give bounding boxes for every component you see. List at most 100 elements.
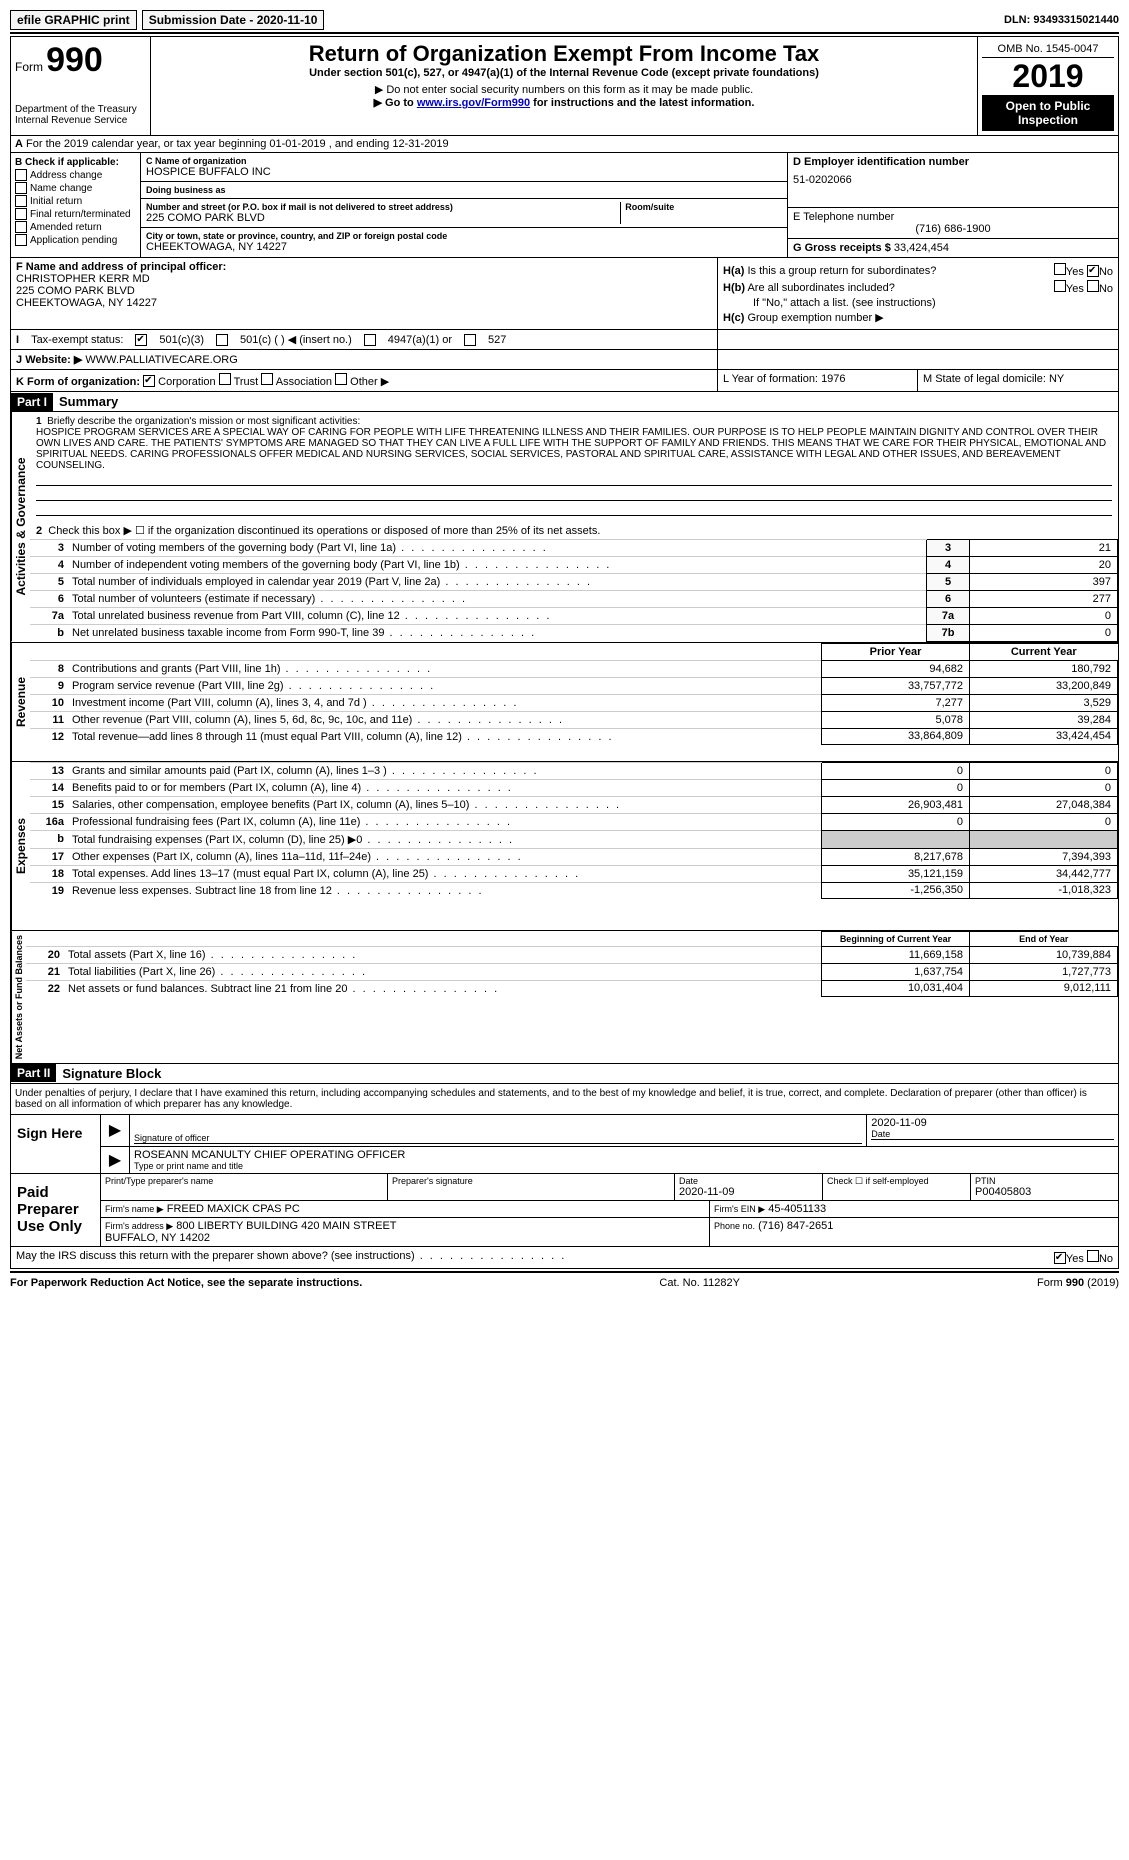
501c-checkbox[interactable] — [216, 334, 228, 346]
check-if-applicable: Check if applicable: — [25, 157, 119, 168]
discuss-yes: Yes — [1066, 1253, 1084, 1265]
ein-label: D Employer identification number — [793, 156, 1113, 168]
assoc-checkbox[interactable] — [261, 373, 273, 385]
phone-value: (716) 686-1900 — [793, 223, 1113, 235]
other-checkbox[interactable] — [335, 373, 347, 385]
sig-officer-label: Signature of officer — [134, 1133, 862, 1144]
website-label: Website: ▶ — [25, 354, 82, 366]
gov-row: 6Total number of volunteers (estimate if… — [30, 591, 1118, 608]
footer-right-b: 990 — [1066, 1277, 1084, 1289]
firm-phone-label: Phone no. — [714, 1221, 755, 1231]
firm-phone: (716) 847-2651 — [758, 1220, 833, 1232]
hb-yes-checkbox[interactable] — [1054, 280, 1066, 292]
firm-name-label: Firm's name ▶ — [105, 1204, 164, 1214]
summary-row: 8Contributions and grants (Part VIII, li… — [30, 660, 1118, 677]
mission-text: HOSPICE PROGRAM SERVICES ARE A SPECIAL W… — [36, 427, 1106, 471]
year-formation-value: 1976 — [821, 373, 845, 385]
501c3-label: 501(c)(3) — [159, 334, 204, 346]
ha-yes-checkbox[interactable] — [1054, 263, 1066, 275]
4947-checkbox[interactable] — [364, 334, 376, 346]
discuss-text: May the IRS discuss this return with the… — [16, 1250, 566, 1265]
prep-date: 2020-11-09 — [679, 1186, 818, 1198]
officer-label: F Name and address of principal officer: — [16, 261, 712, 273]
501c3-checkbox[interactable] — [135, 334, 147, 346]
org-name-label: C Name of organization — [146, 156, 782, 166]
prep-name-label: Print/Type preparer's name — [105, 1176, 383, 1186]
side-expenses: Expenses — [11, 762, 30, 930]
side-net-assets: Net Assets or Fund Balances — [11, 931, 26, 1063]
gov-row: 3Number of voting members of the governi… — [30, 540, 1118, 557]
mission-label: Briefly describe the organization's miss… — [47, 416, 360, 427]
hb-text: Are all subordinates included? — [747, 282, 894, 294]
gov-row: bNet unrelated business taxable income f… — [30, 625, 1118, 642]
ha-no-checkbox[interactable] — [1087, 265, 1099, 277]
summary-row: 21Total liabilities (Part X, line 26)1,6… — [26, 963, 1118, 980]
header-note-1: Do not enter social security numbers on … — [155, 83, 973, 96]
summary-row: 20Total assets (Part X, line 16)11,669,1… — [26, 946, 1118, 963]
section-deg: D Employer identification number 51-0202… — [788, 153, 1118, 257]
boy-header: Beginning of Current Year — [822, 931, 970, 946]
hb-no-checkbox[interactable] — [1087, 280, 1099, 292]
submission-date: Submission Date - 2020-11-10 — [142, 10, 325, 30]
discuss-no-checkbox[interactable] — [1087, 1250, 1099, 1262]
527-checkbox[interactable] — [464, 334, 476, 346]
gov-row: 7aTotal unrelated business revenue from … — [30, 608, 1118, 625]
form-org-label: K Form of organization: — [16, 376, 140, 388]
footer-right-c: (2019) — [1084, 1277, 1119, 1289]
department: Department of the Treasury Internal Reve… — [15, 104, 146, 126]
firm-ein: 45-4051133 — [768, 1203, 826, 1215]
check-item[interactable]: Initial return — [15, 195, 136, 207]
room-label: Room/suite — [625, 202, 782, 212]
tax-exempt-label: Tax-exempt status: — [31, 334, 123, 346]
summary-row: 14Benefits paid to or for members (Part … — [30, 779, 1118, 796]
part2-title: Signature Block — [56, 1064, 167, 1083]
discuss-no: No — [1099, 1253, 1113, 1265]
prep-date-label: Date — [679, 1176, 818, 1186]
part1-title: Summary — [53, 392, 124, 411]
header-note-2-pre: Go to — [374, 97, 417, 109]
4947-label: 4947(a)(1) or — [388, 334, 452, 346]
ein-value: 51-0202066 — [793, 174, 1113, 186]
paid-preparer-block: Paid Preparer Use Only Print/Type prepar… — [10, 1174, 1119, 1247]
efile-label: efile GRAPHIC print — [10, 10, 137, 30]
trust-label: Trust — [234, 376, 259, 388]
trust-checkbox[interactable] — [219, 373, 231, 385]
irs-link[interactable]: www.irs.gov/Form990 — [417, 97, 530, 109]
gross-receipts-value: 33,424,454 — [894, 242, 949, 254]
check-item[interactable]: Final return/terminated — [15, 208, 136, 220]
section-i: I Tax-exempt status: 501(c)(3) 501(c) ( … — [10, 330, 1119, 350]
discuss-yes-checkbox[interactable] — [1054, 1252, 1066, 1264]
gross-receipts-label: G Gross receipts $ — [793, 242, 891, 254]
yes-label: Yes — [1066, 266, 1084, 278]
check-item[interactable]: Amended return — [15, 221, 136, 233]
check-item[interactable]: Name change — [15, 182, 136, 194]
officer-addr2: CHEEKTOWAGA, NY 14227 — [16, 297, 712, 309]
check-item[interactable]: Application pending — [15, 234, 136, 246]
yes-label-2: Yes — [1066, 283, 1084, 295]
section-c: C Name of organization HOSPICE BUFFALO I… — [141, 153, 788, 257]
form-header: Form 990 Department of the Treasury Inte… — [10, 36, 1119, 136]
prep-sig-label: Preparer's signature — [392, 1176, 670, 1186]
firm-ein-label: Firm's EIN ▶ — [714, 1204, 765, 1214]
line2-text: Check this box ▶ ☐ if the organization d… — [48, 525, 600, 537]
sig-date-label: Date — [871, 1129, 1114, 1140]
no-label: No — [1099, 266, 1113, 278]
summary-row: 22Net assets or fund balances. Subtract … — [26, 980, 1118, 997]
check-item[interactable]: Address change — [15, 169, 136, 181]
part2-header: Part II Signature Block — [10, 1064, 1119, 1084]
section-klm: K Form of organization: Corporation Trus… — [10, 370, 1119, 392]
hb-note: If "No," attach a list. (see instruction… — [723, 297, 1113, 309]
summary-row: 15Salaries, other compensation, employee… — [30, 796, 1118, 813]
omb-number: OMB No. 1545-0047 — [982, 41, 1114, 58]
street-address: 225 COMO PARK BLVD — [146, 212, 616, 224]
tax-year-range: For the 2019 calendar year, or tax year … — [26, 138, 449, 150]
corp-checkbox[interactable] — [143, 375, 155, 387]
gov-row: 4Number of independent voting members of… — [30, 557, 1118, 574]
current-year-header: Current Year — [970, 643, 1118, 660]
form-label: Form — [15, 60, 43, 74]
section-a: A For the 2019 calendar year, or tax yea… — [10, 136, 1119, 153]
form-title: Return of Organization Exempt From Incom… — [155, 41, 973, 67]
state-domicile-label: M State of legal domicile: — [923, 373, 1046, 385]
hb-label: H(b) — [723, 282, 745, 294]
hc-label: H(c) — [723, 312, 744, 324]
